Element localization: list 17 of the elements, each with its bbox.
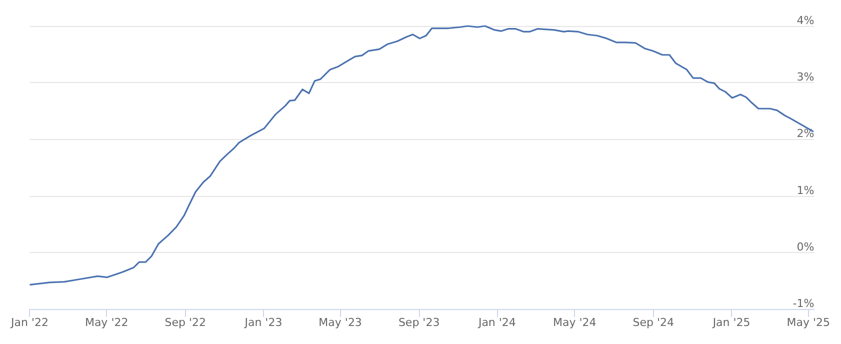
x-tick-label: Sep '22 [164, 316, 206, 329]
x-tick-label: May '23 [318, 316, 362, 329]
y-tick-label: 4% [796, 14, 814, 27]
x-tick-label: Jan '23 [244, 316, 282, 329]
x-tick-label: Jan '25 [712, 316, 750, 329]
x-tick-label: Sep '24 [632, 316, 674, 329]
y-tick-label: -1% [792, 297, 814, 310]
y-tick-label: 2% [796, 127, 814, 140]
x-tick-label: Jan '22 [10, 316, 48, 329]
x-tick-label: Jan '24 [477, 316, 516, 329]
x-tick-label: May '22 [84, 316, 128, 329]
y-tick-label: 3% [796, 70, 814, 84]
y-tick-label: 1% [796, 184, 814, 197]
x-tick-label: May '24 [553, 316, 596, 329]
x-tick-label: Sep '23 [398, 316, 440, 329]
y-tick-label: 0% [796, 240, 814, 254]
x-tick-label: May '25 [786, 316, 830, 329]
